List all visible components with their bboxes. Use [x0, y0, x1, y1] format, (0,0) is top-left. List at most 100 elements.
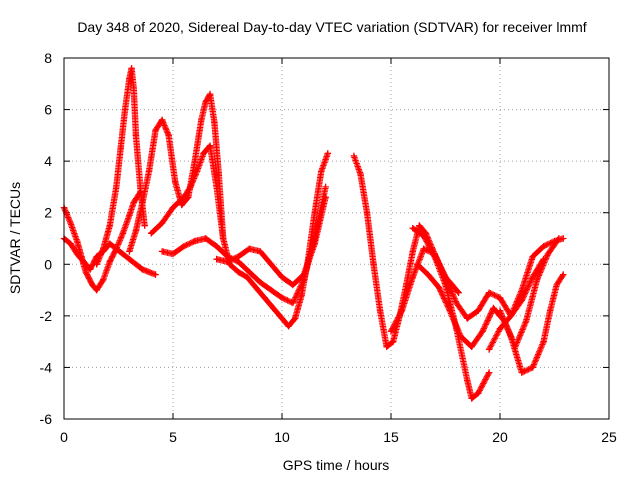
- data-point: [252, 284, 260, 291]
- data-point: [89, 281, 96, 289]
- y-tick-label: 0: [44, 256, 52, 272]
- data-point: [202, 235, 209, 242]
- data-point: [560, 235, 567, 242]
- data-point: [383, 343, 390, 350]
- series-track-7: [213, 194, 329, 289]
- data-point: [206, 90, 214, 98]
- data-point: [213, 183, 220, 191]
- x-tick-label: 0: [60, 429, 68, 445]
- data-point: [78, 253, 85, 260]
- data-point: [267, 286, 275, 294]
- data-point: [370, 261, 377, 268]
- data-point: [424, 271, 432, 278]
- plot-frame: [63, 57, 610, 420]
- data-point: [318, 168, 325, 175]
- data-point: [413, 261, 421, 268]
- series-track-13: [485, 235, 567, 353]
- data-point: [475, 390, 482, 397]
- data-point: [152, 271, 159, 278]
- data-point: [546, 307, 554, 314]
- data-point: [219, 235, 227, 242]
- data-point: [507, 312, 515, 320]
- data-point: [446, 307, 454, 314]
- data-point: [291, 315, 299, 322]
- x-tick-label: 10: [274, 429, 290, 445]
- data-point: [141, 222, 148, 229]
- data-point: [485, 289, 493, 296]
- data-point: [300, 271, 307, 278]
- data-point: [490, 304, 497, 312]
- x-tick-label: 25: [601, 429, 617, 445]
- data-point: [540, 338, 547, 345]
- data-point: [152, 127, 159, 134]
- data-point: [387, 328, 395, 335]
- data-point: [267, 261, 275, 268]
- data-point: [211, 119, 218, 126]
- data-point: [132, 227, 140, 234]
- data-point: [106, 240, 113, 247]
- y-tick-label: 2: [44, 205, 52, 221]
- data-point: [113, 245, 120, 253]
- data-point: [529, 364, 536, 371]
- series-track-6: [158, 183, 329, 307]
- data-point: [126, 212, 133, 219]
- data-point: [468, 343, 475, 350]
- data-point: [278, 294, 286, 302]
- x-tick-label: 5: [169, 429, 177, 445]
- data-point: [169, 204, 177, 211]
- x-axis-label: GPS time / hours: [283, 457, 390, 473]
- y-tick-label: -2: [40, 308, 53, 324]
- data-point: [180, 194, 188, 201]
- y-axis-label: SDTVAR / TECUs: [7, 182, 23, 294]
- data-point: [389, 338, 397, 345]
- y-tick-label: -6: [40, 411, 53, 427]
- data-point: [198, 116, 205, 124]
- data-point: [191, 157, 198, 165]
- data-point: [139, 199, 146, 206]
- data-point: [311, 240, 318, 247]
- data-point: [257, 248, 264, 255]
- data-point: [67, 219, 74, 227]
- data-point: [285, 322, 292, 330]
- data-point: [119, 250, 127, 258]
- data-point: [213, 255, 220, 263]
- data-point: [322, 194, 329, 201]
- data-point: [100, 276, 107, 283]
- data-point: [200, 150, 207, 157]
- data-point: [553, 281, 560, 289]
- data-point: [106, 222, 113, 229]
- data-point: [121, 106, 129, 113]
- y-tick-label: 8: [44, 50, 52, 66]
- data-point: [442, 281, 449, 289]
- data-point: [93, 286, 100, 294]
- series-track-3: [93, 65, 148, 268]
- data-point: [485, 369, 493, 376]
- data-point: [67, 240, 74, 247]
- data-point: [453, 299, 460, 307]
- data-point: [243, 273, 251, 281]
- data-point: [435, 284, 443, 291]
- data-point: [496, 325, 504, 332]
- data-point: [171, 178, 179, 185]
- data-point: [485, 346, 493, 353]
- data-point: [468, 395, 475, 402]
- data-point: [100, 245, 107, 253]
- data-point: [409, 248, 416, 255]
- data-point: [191, 237, 198, 245]
- data-point: [132, 132, 140, 139]
- data-point: [311, 209, 318, 216]
- data-point: [496, 307, 504, 314]
- data-point: [169, 250, 177, 258]
- data-point: [464, 315, 471, 322]
- series-track-8: [350, 152, 462, 350]
- data-point: [126, 255, 133, 263]
- data-point: [180, 243, 188, 250]
- y-tick-label: -4: [40, 359, 53, 375]
- grid-lines: [64, 58, 609, 419]
- data-point: [213, 243, 220, 250]
- data-point: [455, 289, 462, 296]
- data-point: [363, 209, 371, 216]
- data-point: [158, 116, 166, 124]
- data-point: [409, 224, 416, 232]
